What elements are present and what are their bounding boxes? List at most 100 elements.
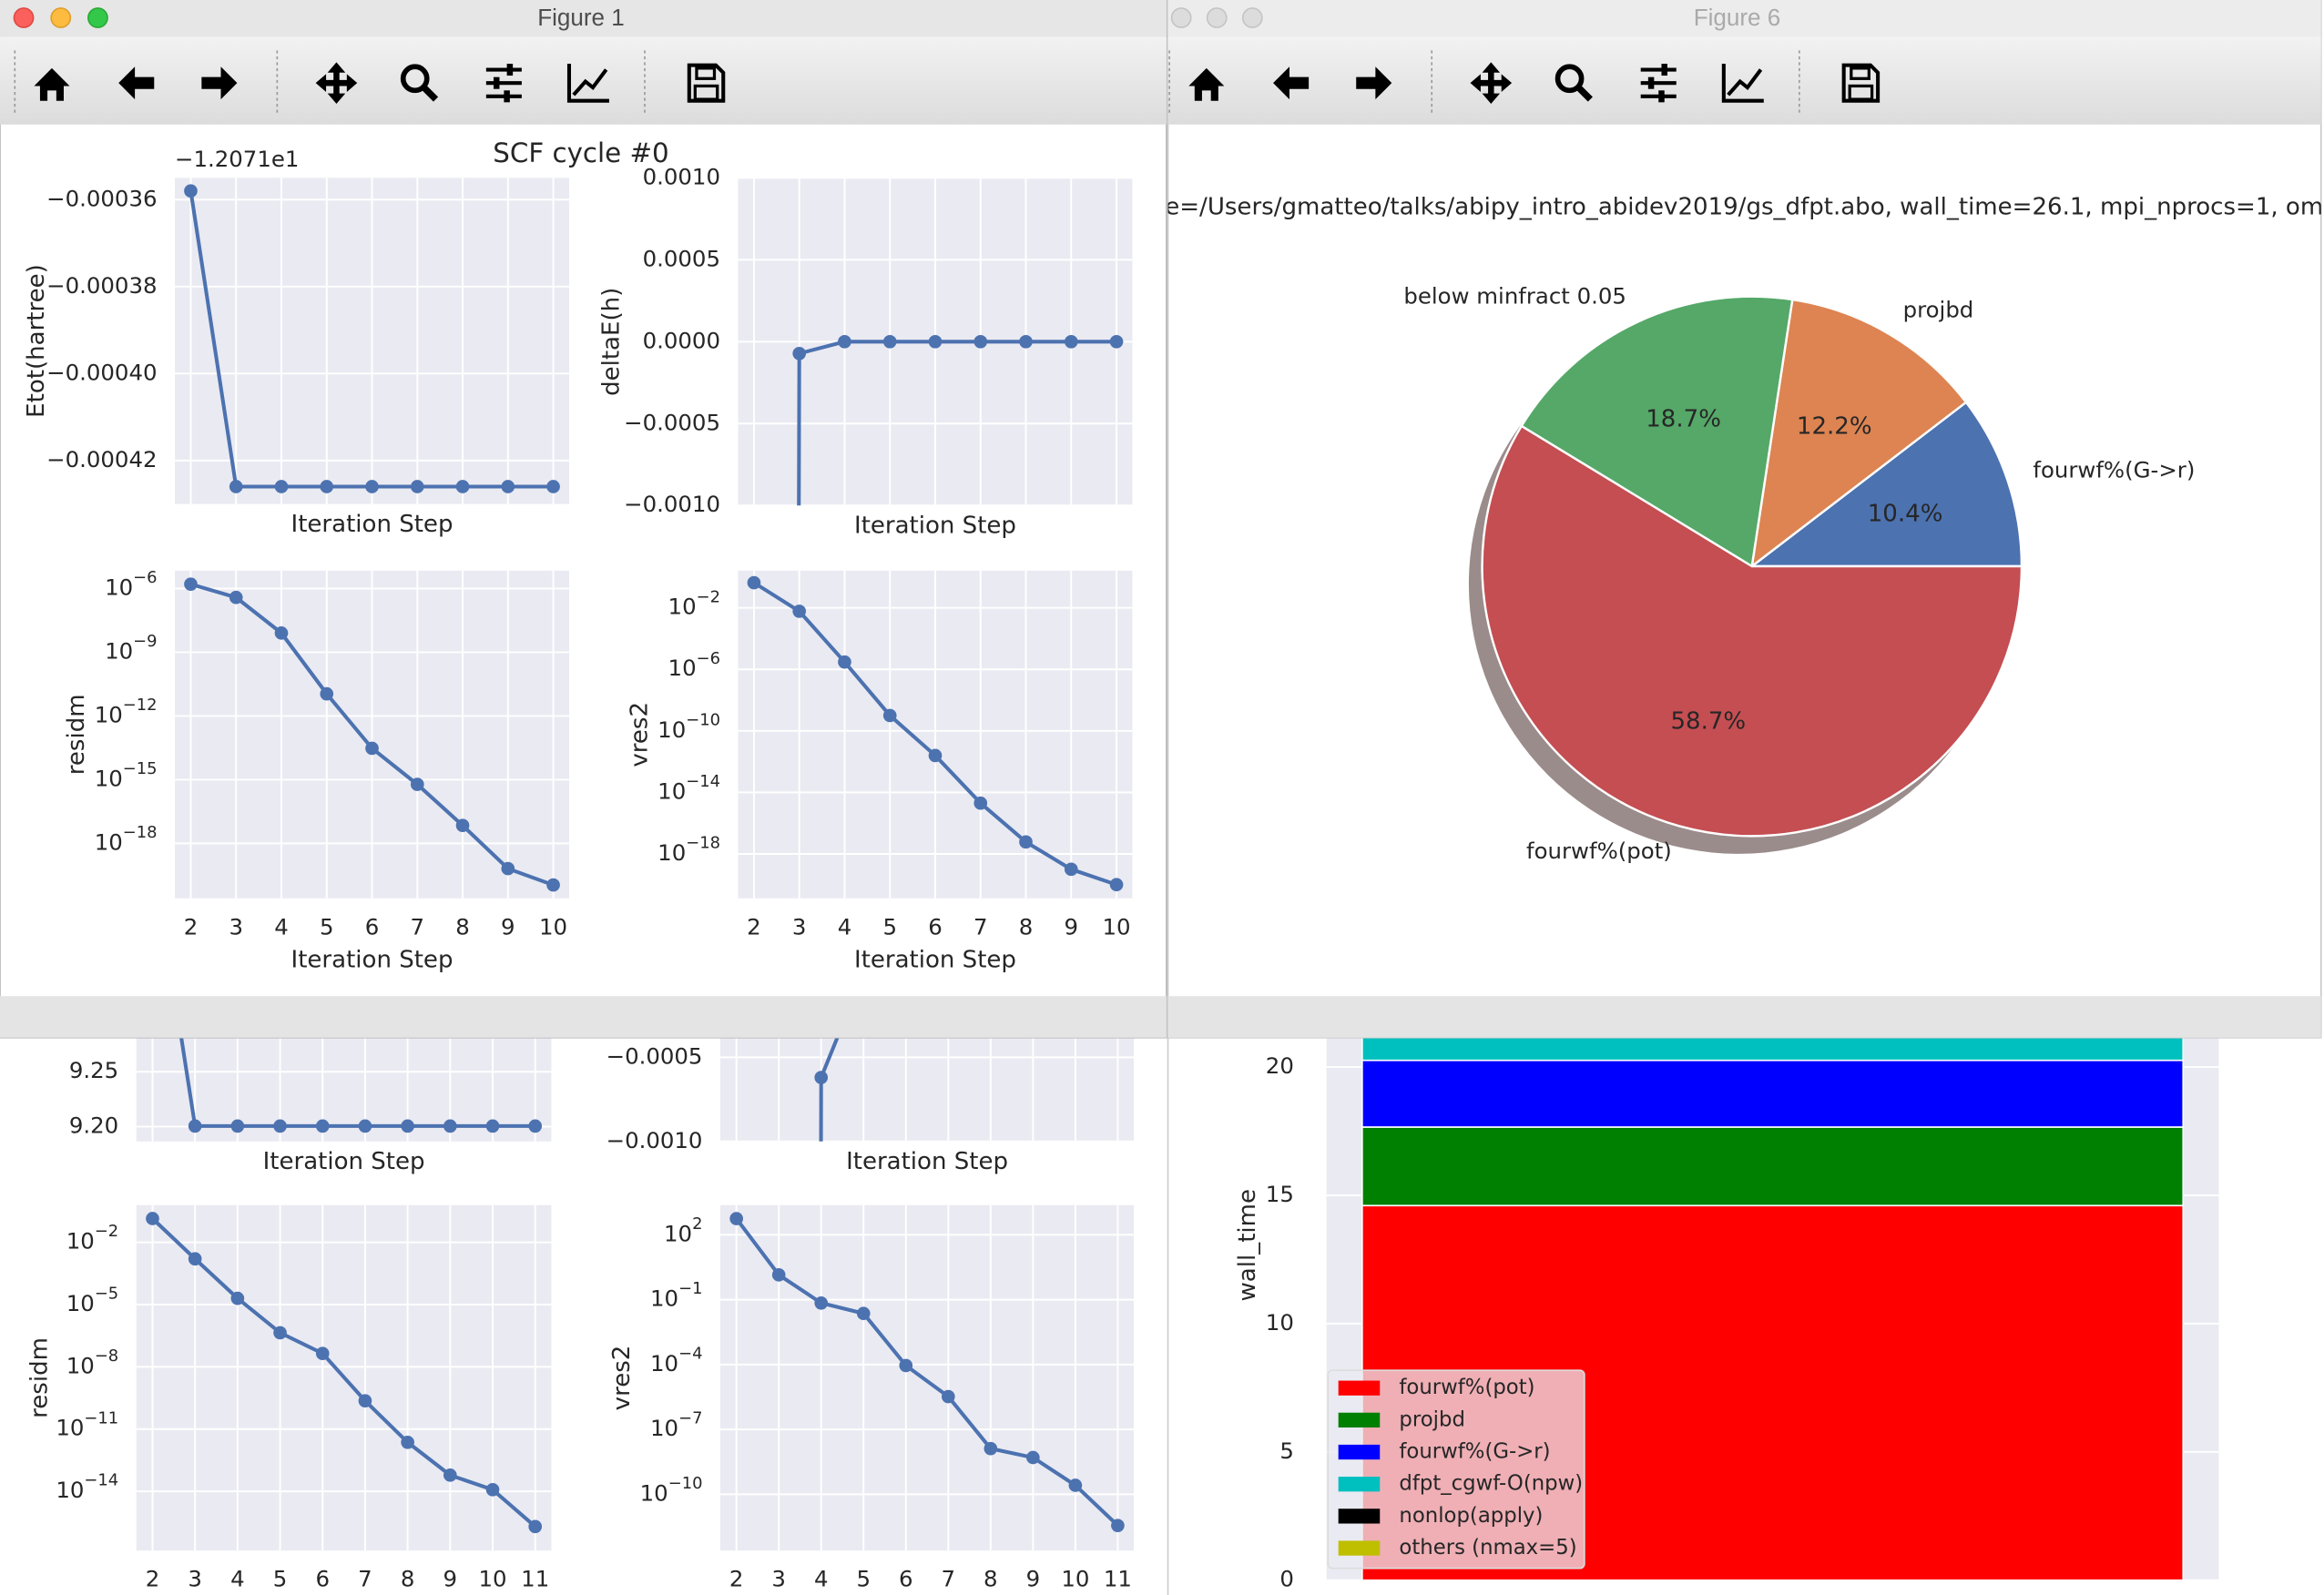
- y-tick-label-exponent: −18: [686, 834, 720, 853]
- axes-background: [719, 1204, 1135, 1551]
- status-bar: [1167, 996, 2321, 1038]
- data-point: [146, 1212, 159, 1225]
- y-tick-label: 10−14: [657, 772, 720, 804]
- series-line: [151, 1217, 537, 1529]
- data-point: [882, 708, 897, 723]
- x-tick-label: 5: [882, 913, 897, 940]
- figure-canvas: −0.00036 −0.00038 −0.00040 −0.00042 Iteratio…: [23, 146, 1133, 974]
- data-point: [401, 1435, 414, 1449]
- x-tick-label: 5: [856, 1566, 871, 1592]
- y-tick-label-base: −0.00038: [46, 272, 157, 299]
- x-tick-label: 10: [1103, 913, 1131, 940]
- y-tick-label-exponent: −1: [678, 1279, 702, 1298]
- x-tick-label: 8: [1019, 913, 1034, 940]
- y-tick-label: 9.20: [69, 1112, 118, 1138]
- legend-label: nonlop(apply): [1399, 1504, 1543, 1528]
- offset-label: −1.2071e1: [175, 146, 299, 172]
- x-tick-label: 4: [230, 1566, 245, 1592]
- y-tick-label: −0.00038: [46, 272, 157, 299]
- y-tick-label: −0.00042: [46, 446, 157, 472]
- x-tick-label: 2: [146, 1566, 160, 1592]
- y-tick-label-base: 10: [105, 574, 133, 600]
- y-tick-label-base: 10: [95, 765, 123, 791]
- y-tick-label: −0.00036: [46, 185, 157, 211]
- y-tick-label: −0.0005: [606, 1042, 703, 1069]
- legend: fourwf%(pot) projbd fourwf%(G->r) dfpt_cgwf…: [1327, 1369, 1585, 1570]
- minimize-button[interactable]: [50, 7, 72, 28]
- y-tick-label: −0.0005: [624, 409, 720, 435]
- x-tick-label: 6: [928, 913, 943, 940]
- legend-swatch: [1338, 1477, 1381, 1492]
- plot-area: [176, 1016, 543, 1133]
- x-axis-label: Iteration Step: [291, 947, 454, 974]
- data-point: [528, 1519, 543, 1534]
- data-point: [1026, 1450, 1040, 1465]
- legend-label: others (nmax=5): [1399, 1536, 1576, 1559]
- y-axis-label: vres2: [608, 1346, 636, 1411]
- slice-value-label: 12.2%: [1797, 412, 1872, 440]
- data-point: [188, 1252, 202, 1266]
- figure-6-window: Figure 6 e=/Users/gmatteo/talks/abipy_in…: [1165, 0, 2324, 1039]
- y-tick-label: 9.25: [69, 1057, 118, 1083]
- y-tick-label: 10−18: [95, 823, 158, 855]
- x-tick-label: 4: [814, 1566, 829, 1592]
- data-point: [188, 1119, 202, 1133]
- y-tick-label: −0.00040: [46, 359, 157, 385]
- x-tick-label: 8: [401, 1566, 415, 1592]
- x-tick-label: 9: [1065, 913, 1079, 940]
- data-point: [729, 1212, 743, 1225]
- toolbar: [0, 36, 1167, 125]
- title-bar: [0, 0, 1167, 37]
- y-tick-label-exponent: −9: [133, 632, 157, 651]
- zoom-button[interactable]: [1241, 7, 1263, 28]
- figure-canvas: e=/Users/gmatteo/talks/abipy_intro_abide…: [1165, 193, 2324, 863]
- data-point: [455, 818, 470, 833]
- y-tick-label-base: 10: [657, 839, 686, 866]
- y-tick-label-base: 10: [664, 1220, 692, 1246]
- y-tick-label: 10−10: [657, 710, 720, 742]
- legend-swatch: [1338, 1540, 1381, 1556]
- y-tick-label-exponent: −2: [95, 1222, 118, 1241]
- close-button[interactable]: [1170, 7, 1192, 28]
- data-point: [546, 480, 560, 493]
- data-point: [358, 1119, 372, 1133]
- x-tick-label: 10: [478, 1566, 506, 1592]
- x-axis-label: Iteration Step: [291, 511, 454, 538]
- zoom-button[interactable]: [87, 7, 108, 28]
- plot-area: [729, 1212, 1125, 1532]
- data-point: [792, 604, 807, 618]
- data-point: [546, 878, 560, 892]
- y-tick-label: 0.0005: [643, 245, 720, 271]
- x-tick-label: 3: [188, 1566, 202, 1592]
- x-axis-label: Iteration Step: [263, 1148, 425, 1175]
- y-tick-label: 10: [1266, 1309, 1294, 1336]
- y-tick-label-exponent: −10: [686, 710, 720, 729]
- y-tick-label-exponent: −7: [678, 1409, 702, 1428]
- data-point: [1111, 1519, 1125, 1532]
- y-tick-label-exponent: −8: [95, 1346, 118, 1366]
- data-point: [410, 480, 424, 493]
- x-tick-label: 8: [984, 1566, 998, 1592]
- data-point: [856, 1306, 871, 1321]
- x-tick-label: 4: [838, 913, 852, 940]
- legend-box: [1327, 1369, 1585, 1570]
- y-tick-label-base: −0.0010: [606, 1127, 703, 1153]
- x-tick-label: 11: [521, 1566, 549, 1592]
- chart-title: e=/Users/gmatteo/talks/abipy_intro_abide…: [1165, 193, 2324, 220]
- x-tick-label: 5: [320, 913, 334, 940]
- data-point: [184, 577, 198, 592]
- data-point: [747, 575, 761, 590]
- x-tick-label: 11: [1104, 1566, 1132, 1592]
- y-tick-label-base: −0.0005: [606, 1042, 703, 1069]
- pie-slice: [1750, 298, 1968, 569]
- y-tick-label: 10−15: [95, 759, 158, 791]
- x-tick-label: 3: [792, 913, 807, 940]
- plot-area: [814, 1016, 848, 1142]
- pie-slice: [1748, 401, 2023, 568]
- slice-label: below minfract 0.05: [1403, 283, 1626, 310]
- data-point: [320, 480, 334, 493]
- minimize-button[interactable]: [1206, 7, 1228, 28]
- y-tick-label-base: 10: [95, 701, 123, 727]
- close-button[interactable]: [13, 7, 35, 28]
- y-tick-label-base: 0.0005: [643, 245, 720, 271]
